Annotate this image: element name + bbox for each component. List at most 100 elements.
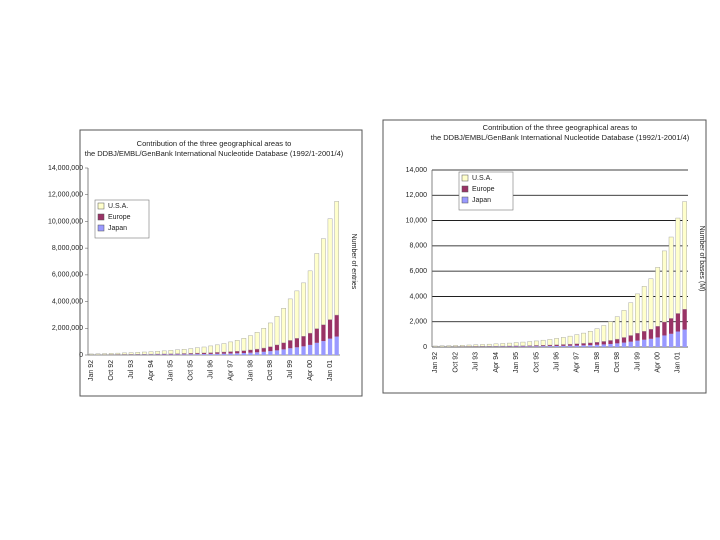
bar-segment [541,345,546,347]
bar-segment [195,353,200,355]
bar-segment [162,353,167,355]
bar-segment [486,343,492,347]
bar-segment [115,352,121,355]
bar-segment [221,353,227,355]
legend-label: Japan [108,225,127,232]
bar-segment [561,337,566,345]
x-tick-label: Oct 95 [533,352,540,373]
y-tick-label: 6,000,000 [52,272,83,279]
bar-segment [308,333,313,345]
bar-segment [594,328,600,343]
bar-segment [294,338,300,348]
x-tick-label: Oct 98 [267,360,274,381]
y-axis-label: Number of entries [350,234,357,290]
bar-segment [241,338,247,351]
bar-segment [182,353,187,355]
bar-segment [513,342,519,347]
x-tick-label: Jan 92 [432,352,439,373]
x-tick-label: Jan 01 [327,360,334,381]
bar-segment [128,352,134,355]
bar-segment [608,321,613,341]
bar-segment [314,253,320,329]
bar-segment [541,346,546,347]
bar-segment [648,338,654,347]
bar-segment [641,286,647,332]
x-tick-label: Oct 92 [452,352,459,373]
bar-segment [321,238,326,325]
x-tick-label: Jul 96 [553,352,560,371]
bar-segment [621,310,627,338]
bar-segment [168,353,174,355]
bar-segment [254,349,260,353]
bar-segment [534,346,539,347]
bar-segment [148,351,154,355]
y-tick-label: 10,000,000 [48,218,83,225]
bar-segment [314,342,319,355]
bar-segment [274,344,280,351]
bar-segment [642,339,647,347]
bar-segment [201,354,207,355]
bar-segment [621,337,627,343]
bar-segment [228,341,233,352]
bar-segment [248,349,253,353]
bar-segment [181,349,187,354]
y-tick-label: 10,000 [406,217,428,224]
x-tick-label: Jan 01 [675,352,682,373]
bar-segment [188,348,194,354]
bar-segment [534,340,539,346]
bar-segment [88,353,94,355]
bar-segment [108,353,114,355]
bar-segment [608,343,613,347]
bar-segment [480,344,485,347]
legend-label: Europe [472,186,495,193]
bar-segment [208,353,213,355]
bar-segment [615,343,620,347]
bar-segment [635,293,640,334]
bar-segment [334,336,339,355]
bar-segment [514,345,519,347]
bar-segment [168,354,174,355]
bar-segment [587,330,593,344]
x-tick-label: Oct 92 [108,360,115,381]
bar-segment [648,278,654,330]
bar-segment [466,344,472,347]
bar-segment [547,345,553,347]
y-tick-label: 14,000 [406,167,428,174]
bar-segment [669,333,674,347]
bar-segment [214,344,220,353]
bar-segment [554,344,559,346]
bar-segment [201,352,207,355]
bar-segment [301,336,306,347]
bar-segment [208,352,213,354]
legend-label: Europe [108,214,131,221]
bar-segment [473,344,479,347]
x-tick-label: Oct 98 [614,352,621,373]
x-tick-label: Jul 93 [128,360,135,379]
y-tick-label: 2,000 [409,319,427,326]
bar-segment [234,340,240,352]
bar-segment [527,341,533,346]
legend-label: U.S.A. [108,203,128,210]
bar-segment [527,346,532,347]
bar-segment [228,353,233,355]
bar-segment [567,335,573,345]
y-tick-label: 0 [79,352,83,359]
x-tick-label: Apr 94 [493,352,500,373]
bar-segment [95,353,101,355]
y-tick-label: 8,000,000 [52,245,83,252]
x-tick-label: Jan 95 [513,352,520,373]
bar-segment [669,318,674,334]
bar-segment [268,346,273,352]
legend-swatch [461,196,469,204]
bar-segment [334,201,340,316]
bar-segment [648,329,654,339]
bar-segment [122,352,127,355]
bar-segment [235,351,240,354]
bar-segment [662,322,667,336]
bar-segment [261,351,266,355]
bar-segment [554,345,559,347]
bar-segment [534,345,539,347]
bar-segment [601,344,606,347]
bar-segment [675,313,681,332]
bar-segment [281,349,286,355]
